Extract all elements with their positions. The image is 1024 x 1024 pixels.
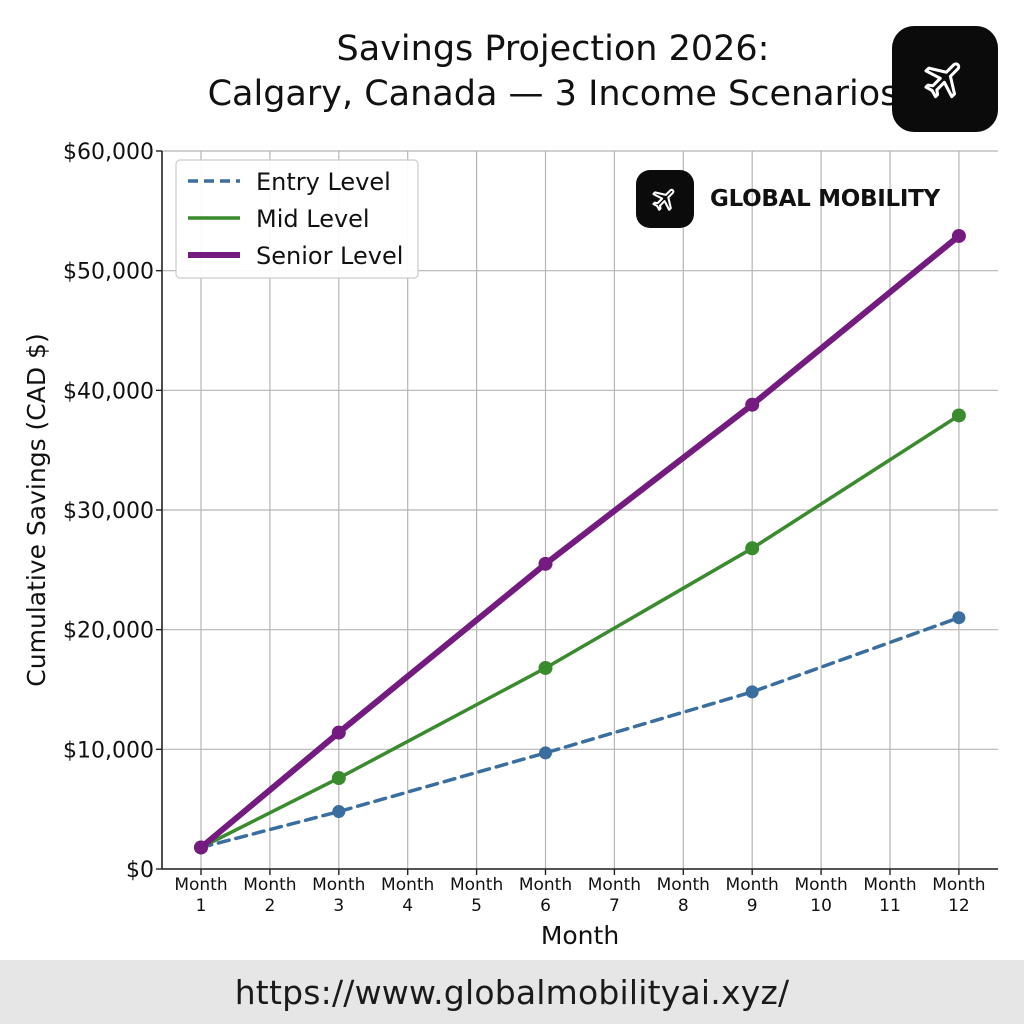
y-tick-label: $0 xyxy=(126,858,154,883)
legend-label: Mid Level xyxy=(256,205,370,233)
data-point-senior-level xyxy=(745,397,760,412)
y-tick-label: $50,000 xyxy=(63,260,154,285)
x-tick-label: Month 9 xyxy=(726,875,779,916)
y-tick-label: $40,000 xyxy=(63,379,154,404)
axes xyxy=(156,150,998,875)
x-tick-label: Month 10 xyxy=(794,875,847,916)
x-tick-labels: Month 1 Month 2 Month 3 Month 4 Month 5 Month 6 Mont… xyxy=(174,875,985,916)
chart-title-line-1: Savings Projection 2026: xyxy=(337,29,770,69)
x-tick-label: Month 7 xyxy=(588,875,641,916)
x-tick-label: Month 11 xyxy=(863,875,916,916)
x-tick-label: Month 1 xyxy=(174,875,227,916)
chart-title-line-2: Calgary, Canada — 3 Income Scenarios xyxy=(208,74,899,114)
x-tick-label: Month 3 xyxy=(312,875,365,916)
brand-logo: GLOBAL MOBILITY xyxy=(636,170,940,228)
series-line-senior-level xyxy=(198,233,962,851)
x-tick-label: Month 2 xyxy=(243,875,296,916)
airplane-icon xyxy=(652,188,675,211)
legend-box xyxy=(175,159,419,279)
brand-name: GLOBAL MOBILITY xyxy=(710,186,940,212)
data-point-senior-level xyxy=(538,556,553,571)
y-axis-label: Cumulative Savings (CAD $) xyxy=(22,333,51,686)
series-line-mid-level xyxy=(199,413,961,850)
footer-bar: https://www.globalmobilityai.xyz/ xyxy=(0,960,1024,1024)
x-tick-label: Month 8 xyxy=(657,875,710,916)
data-point-senior-level xyxy=(951,228,966,243)
x-tick-label: Month 4 xyxy=(381,875,434,916)
legend-label: Senior Level xyxy=(256,242,403,270)
footer-url[interactable]: https://www.globalmobilityai.xyz/ xyxy=(234,972,790,1012)
data-point-entry-level xyxy=(332,805,346,819)
x-tick-label: Month 6 xyxy=(519,875,572,916)
legend-label: Entry Level xyxy=(256,168,391,196)
legend: Entry Level Mid Level Senior Level xyxy=(175,159,419,279)
data-point-entry-level xyxy=(952,611,966,625)
corner-badge xyxy=(892,26,998,132)
data-point-senior-level xyxy=(331,725,346,740)
x-tick-label: Month 12 xyxy=(932,875,985,916)
series-line-entry-level xyxy=(199,615,961,850)
y-tick-labels: $0 $10,000 $20,000 $30,000 $40,000 $50,000 $60… xyxy=(63,140,154,883)
data-point-entry-level xyxy=(745,685,759,699)
y-tick-label: $30,000 xyxy=(63,499,154,524)
data-point-senior-level xyxy=(194,840,208,855)
x-axis-label: Month xyxy=(541,921,619,950)
data-point-entry-level xyxy=(539,746,552,760)
data-point-mid-level xyxy=(331,771,346,786)
airplane-icon xyxy=(924,62,961,99)
y-tick-label: $60,000 xyxy=(63,140,154,165)
y-tick-label: $10,000 xyxy=(63,738,154,763)
x-tick-label: Month 5 xyxy=(450,875,503,916)
chart: Savings Projection 2026: Calgary, Canada… xyxy=(22,29,998,950)
data-point-mid-level xyxy=(951,408,966,423)
series xyxy=(194,228,966,855)
brand-icon xyxy=(636,170,694,228)
data-point-mid-level xyxy=(538,660,553,675)
data-point-mid-level xyxy=(745,541,760,556)
y-tick-label: $20,000 xyxy=(63,619,154,644)
